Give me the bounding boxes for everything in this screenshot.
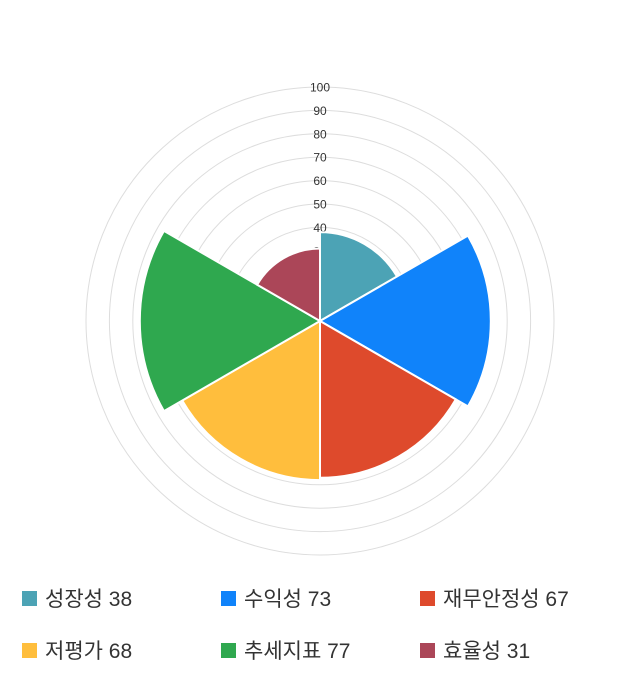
svg-text:100: 100	[310, 81, 330, 95]
svg-text:60: 60	[313, 174, 327, 188]
svg-text:50: 50	[313, 198, 327, 212]
svg-text:80: 80	[313, 127, 327, 141]
svg-text:90: 90	[313, 104, 327, 118]
svg-text:70: 70	[313, 151, 327, 165]
